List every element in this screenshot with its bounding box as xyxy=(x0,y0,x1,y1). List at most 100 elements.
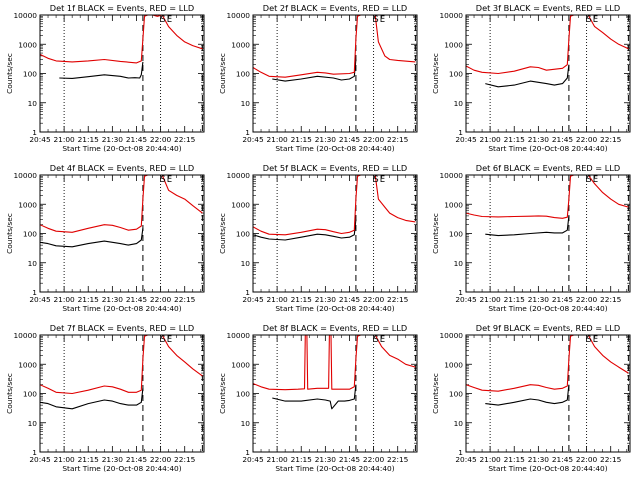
y-tick-label: 10000 xyxy=(439,171,463,180)
y-axis-label: Counts/sec xyxy=(431,373,440,414)
y-axis-label: Counts/sec xyxy=(218,373,227,414)
series-group xyxy=(253,175,416,241)
x-axis-label: Start Time (20-Oct-08 20:44:40) xyxy=(488,464,607,473)
x-tick-label: 22:15 xyxy=(600,455,622,464)
x-tick-label: 20:45 xyxy=(242,455,264,464)
series-group xyxy=(253,335,416,410)
plot-frame xyxy=(252,334,418,453)
y-tick-label: 1 xyxy=(245,128,250,137)
chart-panel-1f: Det 1f BLACK = Events, RED = LLD 1 10 100 10… xyxy=(5,3,205,153)
y-tick-label: 1 xyxy=(32,448,37,457)
x-tick-label: 21:30 xyxy=(528,135,550,144)
x-tick-label: 21:45 xyxy=(552,455,574,464)
y-tick-label: 1 xyxy=(458,448,463,457)
marker-label-e: E xyxy=(167,335,172,345)
x-tick-label: 22:15 xyxy=(600,295,622,304)
y-tick-label: 10000 xyxy=(226,171,250,180)
y-tick-label: 10000 xyxy=(13,331,37,340)
chart-title: Det 1f BLACK = Events, RED = LLD xyxy=(50,3,194,13)
series-group xyxy=(40,15,203,79)
x-axis-label: Start Time (20-Oct-08 20:44:40) xyxy=(62,464,181,473)
marker-label-s: S xyxy=(586,15,591,25)
x-tick-label: 21:30 xyxy=(315,455,337,464)
x-tick-label: 22:15 xyxy=(174,135,196,144)
y-tick-label: 100 xyxy=(449,70,463,79)
y-axis-label: Counts/sec xyxy=(5,373,14,414)
series-line-events xyxy=(485,215,570,237)
x-tick-label: 22:15 xyxy=(174,295,196,304)
x-tick-label: 21:15 xyxy=(78,455,100,464)
chart-panel-5f: Det 5f BLACK = Events, RED = LLD 1 10 100 10… xyxy=(218,163,418,313)
x-tick-label: 22:15 xyxy=(387,135,409,144)
series-group xyxy=(466,335,629,406)
x-axis-label: Start Time (20-Oct-08 20:44:40) xyxy=(488,304,607,313)
chart-title: Det 2f BLACK = Events, RED = LLD xyxy=(263,3,407,13)
y-tick-label: 100 xyxy=(236,390,250,399)
series-group xyxy=(253,15,416,82)
x-tick-label: 21:15 xyxy=(504,135,526,144)
x-tick-label: 21:30 xyxy=(528,295,550,304)
x-tick-label: 21:00 xyxy=(266,455,288,464)
y-axis-label: Counts/sec xyxy=(218,53,227,94)
marker-label-s: S xyxy=(373,175,378,185)
plot-frame xyxy=(39,174,205,293)
marker-label-s: S xyxy=(160,15,165,25)
marker-label-s: S xyxy=(586,335,591,345)
x-tick-label: 21:15 xyxy=(78,135,100,144)
x-tick-label: 22:00 xyxy=(576,135,598,144)
x-tick-label: 21:45 xyxy=(126,135,148,144)
x-tick-label: 21:45 xyxy=(339,295,361,304)
y-axis-label: Counts/sec xyxy=(5,213,14,254)
x-tick-label: 21:15 xyxy=(291,135,313,144)
x-tick-label: 21:15 xyxy=(291,295,313,304)
series-line-lld xyxy=(40,175,203,233)
y-tick-label: 1 xyxy=(32,288,37,297)
y-tick-label: 1000 xyxy=(444,40,463,49)
x-tick-label: 22:15 xyxy=(387,455,409,464)
y-axis-label: Counts/sec xyxy=(218,213,227,254)
x-axis-label: Start Time (20-Oct-08 20:44:40) xyxy=(62,144,181,153)
y-tick-label: 100 xyxy=(449,230,463,239)
y-tick-label: 10 xyxy=(241,419,251,428)
plot-frame xyxy=(252,14,418,133)
series-line-lld xyxy=(466,335,629,392)
x-tick-label: 20:45 xyxy=(29,455,51,464)
y-tick-label: 1000 xyxy=(231,200,250,209)
y-tick-label: 100 xyxy=(236,70,250,79)
y-tick-label: 10 xyxy=(28,419,38,428)
y-axis-label: Counts/sec xyxy=(431,213,440,254)
chart-title: Det 6f BLACK = Events, RED = LLD xyxy=(476,163,620,173)
chart-title: Det 8f BLACK = Events, RED = LLD xyxy=(263,323,407,333)
x-tick-label: 20:45 xyxy=(455,135,477,144)
marker-label-e: E xyxy=(380,335,385,345)
y-tick-label: 1000 xyxy=(444,200,463,209)
y-tick-label: 10000 xyxy=(226,11,250,20)
series-group xyxy=(40,175,203,248)
x-tick-label: 20:45 xyxy=(242,135,264,144)
x-axis-label: Start Time (20-Oct-08 20:44:40) xyxy=(275,304,394,313)
x-tick-label: 21:00 xyxy=(266,135,288,144)
series-group xyxy=(40,335,203,410)
marker-label-s: S xyxy=(160,175,165,185)
marker-label-s: S xyxy=(373,15,378,25)
series-line-lld xyxy=(466,15,629,75)
x-tick-label: 21:30 xyxy=(315,295,337,304)
marker-label-e: E xyxy=(593,175,598,185)
series-line-lld xyxy=(466,175,629,219)
x-tick-label: 22:00 xyxy=(150,135,172,144)
chart-title: Det 4f BLACK = Events, RED = LLD xyxy=(50,163,194,173)
y-axis-label: Counts/sec xyxy=(431,53,440,94)
plot-frame xyxy=(39,14,205,133)
y-tick-label: 10000 xyxy=(439,331,463,340)
x-tick-label: 21:30 xyxy=(102,295,124,304)
series-line-lld xyxy=(253,175,416,236)
x-tick-label: 21:15 xyxy=(504,295,526,304)
x-tick-label: 21:15 xyxy=(78,295,100,304)
marker-label-e: E xyxy=(593,335,598,345)
x-tick-label: 21:45 xyxy=(339,455,361,464)
x-tick-label: 20:45 xyxy=(455,455,477,464)
x-tick-label: 21:00 xyxy=(479,455,501,464)
marker-label-s: S xyxy=(373,335,378,345)
plot-frame xyxy=(465,334,631,453)
